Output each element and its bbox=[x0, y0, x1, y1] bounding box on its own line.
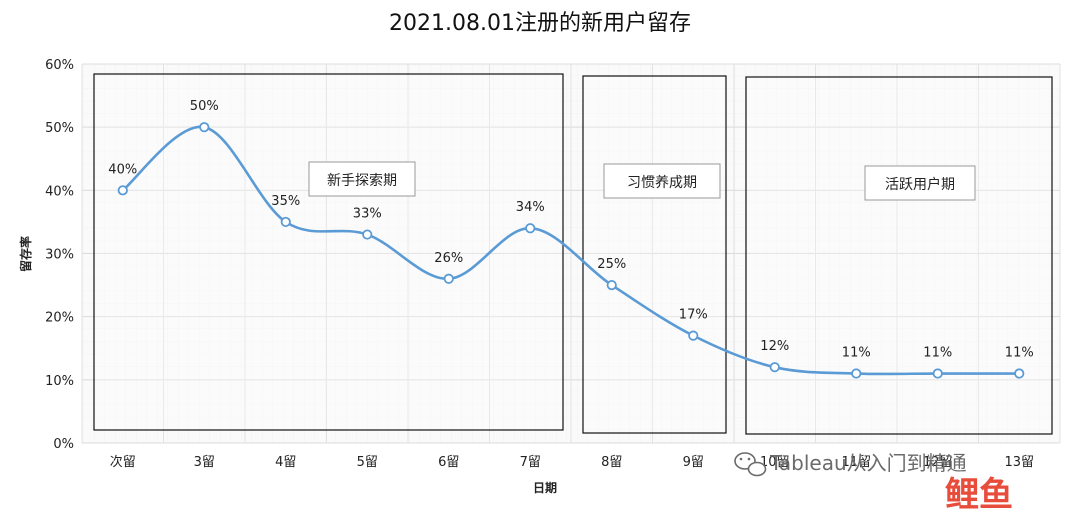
x-tick-label-1: 3留 bbox=[194, 455, 215, 470]
phase-box-2 bbox=[745, 76, 1053, 435]
data-point-6 bbox=[606, 279, 617, 291]
x-axis-ticks: 次留 3留 4留 5留 6留 7留 8留 9留 10留 11留 12留 13留 bbox=[110, 454, 1034, 470]
data-label-11: 11% bbox=[1005, 346, 1034, 361]
gridlines bbox=[81, 63, 1061, 444]
data-label-3: 33% bbox=[353, 207, 382, 222]
data-point-7 bbox=[688, 330, 699, 341]
phase-label-box-2 bbox=[864, 165, 976, 201]
phase-box-0 bbox=[93, 73, 564, 431]
y-tick-label-2: 20% bbox=[45, 311, 74, 326]
data-label-5: 34% bbox=[516, 200, 545, 215]
data-label-8: 12% bbox=[760, 339, 789, 354]
x-tick-label-8: 10留 bbox=[760, 455, 790, 470]
x-tick-label-5: 7留 bbox=[520, 455, 541, 470]
x-tick-label-11: 13留 bbox=[1004, 455, 1034, 470]
data-label-9: 11% bbox=[842, 346, 871, 361]
watermark-text: Tableau从入门到精通 bbox=[769, 451, 967, 475]
y-axis-ticks: 0% 10% 20% 30% 40% 50% 60% bbox=[45, 58, 74, 452]
data-label-10: 11% bbox=[923, 346, 952, 361]
data-point-1 bbox=[199, 122, 210, 133]
y-tick-label-5: 50% bbox=[45, 121, 74, 136]
y-tick-label-0: 0% bbox=[53, 437, 74, 452]
x-tick-label-10: 12留 bbox=[923, 455, 953, 470]
data-point-5 bbox=[525, 223, 536, 234]
data-point-0 bbox=[117, 185, 128, 196]
phase-label-0: 新手探索期 bbox=[327, 172, 397, 189]
y-tick-label-3: 30% bbox=[45, 248, 74, 263]
phase-label-1: 习惯养成期 bbox=[627, 174, 697, 191]
x-tick-label-2: 4留 bbox=[275, 455, 296, 470]
data-label-4: 26% bbox=[434, 251, 463, 266]
data-point-3 bbox=[362, 229, 373, 240]
x-tick-label-6: 8留 bbox=[601, 455, 622, 470]
phase-label-box-0 bbox=[308, 161, 416, 197]
wechat-icon bbox=[734, 452, 767, 477]
y-tick-label-4: 40% bbox=[45, 184, 74, 199]
y-tick-label-1: 10% bbox=[45, 374, 74, 389]
data-point-10 bbox=[932, 368, 943, 379]
y-tick-label-6: 60% bbox=[45, 58, 74, 73]
data-point-11 bbox=[1014, 368, 1025, 379]
phase-label-2: 活跃用户期 bbox=[885, 176, 955, 193]
x-tick-label-3: 5留 bbox=[357, 455, 378, 470]
x-axis-title: 日期 bbox=[533, 480, 557, 495]
chart-title: 2021.08.01注册的新用户留存 bbox=[389, 11, 691, 36]
data-point-4 bbox=[443, 273, 454, 284]
x-tick-label-4: 6留 bbox=[438, 455, 459, 470]
data-label-2: 35% bbox=[271, 194, 300, 209]
x-tick-label-0: 次留 bbox=[110, 454, 136, 470]
watermark: Tableau从入门到精通 鲤鱼 bbox=[734, 451, 1013, 512]
data-point-8 bbox=[769, 362, 780, 373]
data-point-9 bbox=[851, 368, 862, 379]
data-label-7: 17% bbox=[679, 308, 708, 323]
phase-box-1 bbox=[582, 75, 727, 434]
x-tick-label-7: 9留 bbox=[683, 455, 704, 470]
watermark-brand: 鲤鱼 bbox=[945, 475, 1013, 512]
data-point-2 bbox=[280, 216, 291, 228]
phase-label-box-1 bbox=[603, 163, 721, 199]
y-axis-title: 留存率 bbox=[18, 236, 33, 272]
x-tick-label-9: 11留 bbox=[841, 455, 871, 470]
data-points bbox=[117, 122, 1025, 379]
data-label-0: 40% bbox=[108, 162, 137, 177]
data-label-1: 50% bbox=[190, 99, 219, 114]
data-labels: 40% 50% 35% 33% 26% 34% 25% 17% 12% 11% 11% 11% bbox=[108, 99, 1033, 360]
data-label-6: 25% bbox=[597, 257, 626, 272]
